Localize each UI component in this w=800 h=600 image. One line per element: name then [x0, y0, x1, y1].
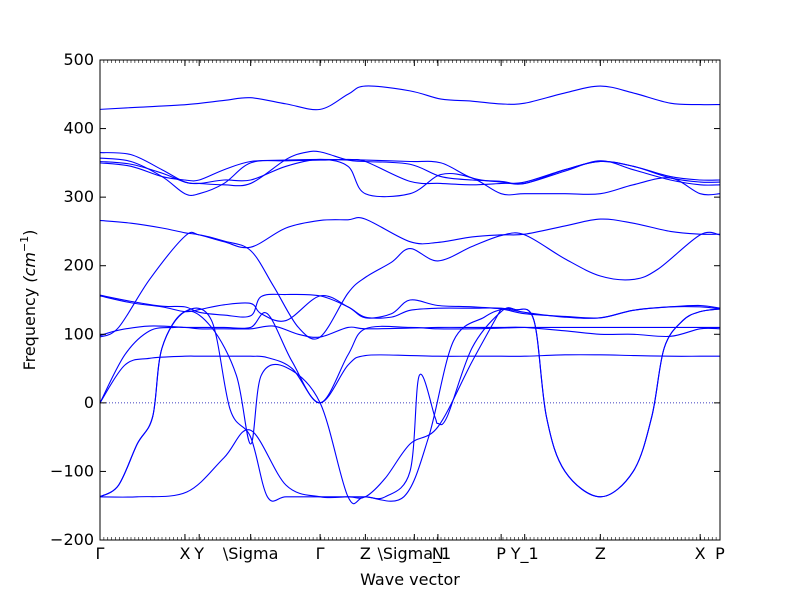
- y-tick-label: 0: [84, 393, 94, 412]
- band-line-11: [99, 312, 720, 404]
- y-tick-label: −200: [50, 530, 94, 549]
- x-tick-label: Z: [360, 544, 371, 563]
- band-line-15: [99, 308, 502, 499]
- x-tick-label: \Sigma: [223, 544, 279, 563]
- band-line-3: [99, 157, 721, 196]
- y-tick-label: 100: [63, 324, 94, 343]
- band-line-5: [99, 158, 721, 198]
- x-tick-label: X: [179, 544, 190, 563]
- x-tick-label: Z: [595, 544, 606, 563]
- band-line-9: [99, 295, 721, 322]
- band-line-8: [99, 293, 721, 319]
- y-axis-label-exponent: −1: [18, 236, 31, 252]
- y-tick-label: −100: [50, 461, 94, 480]
- x-tick-label: X: [695, 544, 706, 563]
- band-line-4: [99, 158, 721, 186]
- x-tick-label: Y_1: [510, 544, 539, 564]
- x-tick-label: Γ: [96, 544, 105, 563]
- y-axis-label-close: ): [20, 230, 39, 236]
- y-axis-ticks: −200 −100 0 100 200 300 400 500: [50, 50, 720, 549]
- y-tick-label: 300: [63, 187, 94, 206]
- x-tick-label: \Sigma_1: [377, 544, 451, 564]
- y-axis-label-text: Frequency: [20, 283, 39, 371]
- x-tick-label: Γ: [316, 544, 325, 563]
- band-line-13: [99, 307, 721, 505]
- x-axis-label: Wave vector: [360, 570, 460, 589]
- series-lines: [99, 85, 721, 505]
- y-axis-label-unit: (cm: [20, 252, 39, 283]
- band-line-1: [99, 85, 721, 111]
- y-axis-label: Frequency (cm−1): [18, 230, 39, 371]
- x-axis-ticks: Γ X Y \Sigma Γ Z \Sigma_1N P Y_1 Z X P: [96, 60, 725, 564]
- band-line-14: [99, 307, 721, 502]
- x-tick-label: Y: [193, 544, 204, 563]
- x-tick-label: N: [432, 544, 444, 563]
- band-line-7: [99, 231, 721, 340]
- x-tick-label: P: [715, 544, 725, 563]
- y-tick-label: 200: [63, 256, 94, 275]
- band-line-12: [99, 354, 720, 404]
- y-tick-label: 400: [63, 119, 94, 138]
- y-tick-label: 500: [63, 50, 94, 69]
- band-line-6: [99, 217, 721, 249]
- x-tick-label: P: [496, 544, 506, 563]
